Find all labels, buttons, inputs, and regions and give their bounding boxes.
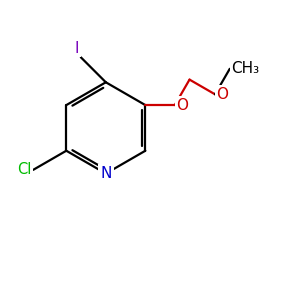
Text: O: O	[217, 87, 229, 102]
Text: Cl: Cl	[17, 162, 32, 177]
Text: CH₃: CH₃	[231, 61, 259, 76]
Text: N: N	[100, 166, 112, 181]
Text: O: O	[176, 98, 188, 112]
Text: I: I	[75, 41, 80, 56]
